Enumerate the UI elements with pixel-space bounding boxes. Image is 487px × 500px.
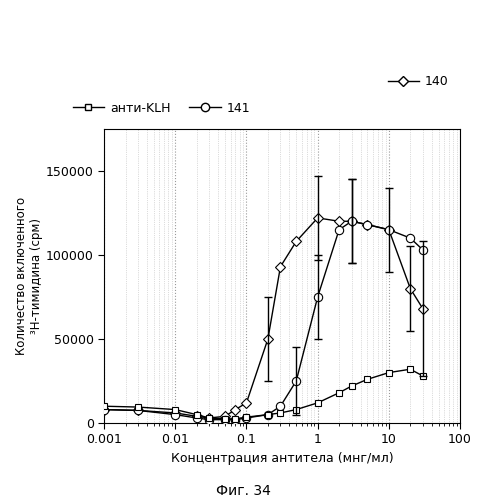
141 xyxy=(407,235,413,241)
141 xyxy=(293,378,299,384)
X-axis label: Концентрация антитела (мнг/мл): Концентрация антитела (мнг/мл) xyxy=(171,452,393,465)
141 xyxy=(420,247,426,253)
Y-axis label: Количество включенного
³Н-тимидина (срм): Количество включенного ³Н-тимидина (срм) xyxy=(15,197,43,355)
140 xyxy=(349,218,355,224)
анти-KLH xyxy=(135,404,141,410)
140 xyxy=(135,408,141,414)
140 xyxy=(315,215,320,221)
141 xyxy=(315,294,320,300)
141 xyxy=(336,226,342,232)
141 xyxy=(172,412,178,418)
анти-KLH xyxy=(336,390,342,396)
анти-KLH xyxy=(407,366,413,372)
140 xyxy=(420,306,426,312)
140 xyxy=(265,336,271,342)
анти-KLH xyxy=(101,403,107,409)
141 xyxy=(364,222,370,228)
141 xyxy=(135,408,141,414)
141 xyxy=(349,218,355,224)
141 xyxy=(101,406,107,412)
анти-KLH xyxy=(386,370,392,376)
141 xyxy=(386,226,392,232)
анти-KLH xyxy=(265,412,271,418)
140 xyxy=(232,406,238,412)
Legend: анти-KLH, 141: анти-KLH, 141 xyxy=(68,97,256,120)
141 xyxy=(222,416,228,422)
140 xyxy=(206,415,212,421)
анти-KLH xyxy=(172,406,178,412)
141 xyxy=(232,416,238,422)
анти-KLH xyxy=(222,416,228,422)
анти-KLH xyxy=(244,414,249,420)
140 xyxy=(364,222,370,228)
анти-KLH xyxy=(206,415,212,421)
140 xyxy=(278,264,283,270)
140 xyxy=(386,226,392,232)
140 xyxy=(222,414,228,420)
140 xyxy=(407,286,413,292)
141 xyxy=(244,415,249,421)
анти-KLH xyxy=(278,410,283,416)
140 xyxy=(101,406,107,412)
141 xyxy=(206,416,212,422)
анти-KLH xyxy=(293,406,299,412)
анти-KLH xyxy=(315,400,320,406)
141 xyxy=(278,403,283,409)
анти-KLH xyxy=(364,376,370,382)
Line: 141: 141 xyxy=(100,217,427,424)
141 xyxy=(194,415,200,421)
анти-KLH xyxy=(420,373,426,379)
140 xyxy=(172,410,178,416)
140 xyxy=(194,414,200,420)
140 xyxy=(336,218,342,224)
141 xyxy=(265,412,271,418)
Text: Фиг. 34: Фиг. 34 xyxy=(216,484,271,498)
Line: 140: 140 xyxy=(101,214,426,422)
140 xyxy=(293,238,299,244)
анти-KLH xyxy=(349,383,355,389)
140 xyxy=(244,400,249,406)
анти-KLH xyxy=(232,416,238,422)
анти-KLH xyxy=(194,412,200,418)
Line: анти-KLH: анти-KLH xyxy=(101,366,426,422)
